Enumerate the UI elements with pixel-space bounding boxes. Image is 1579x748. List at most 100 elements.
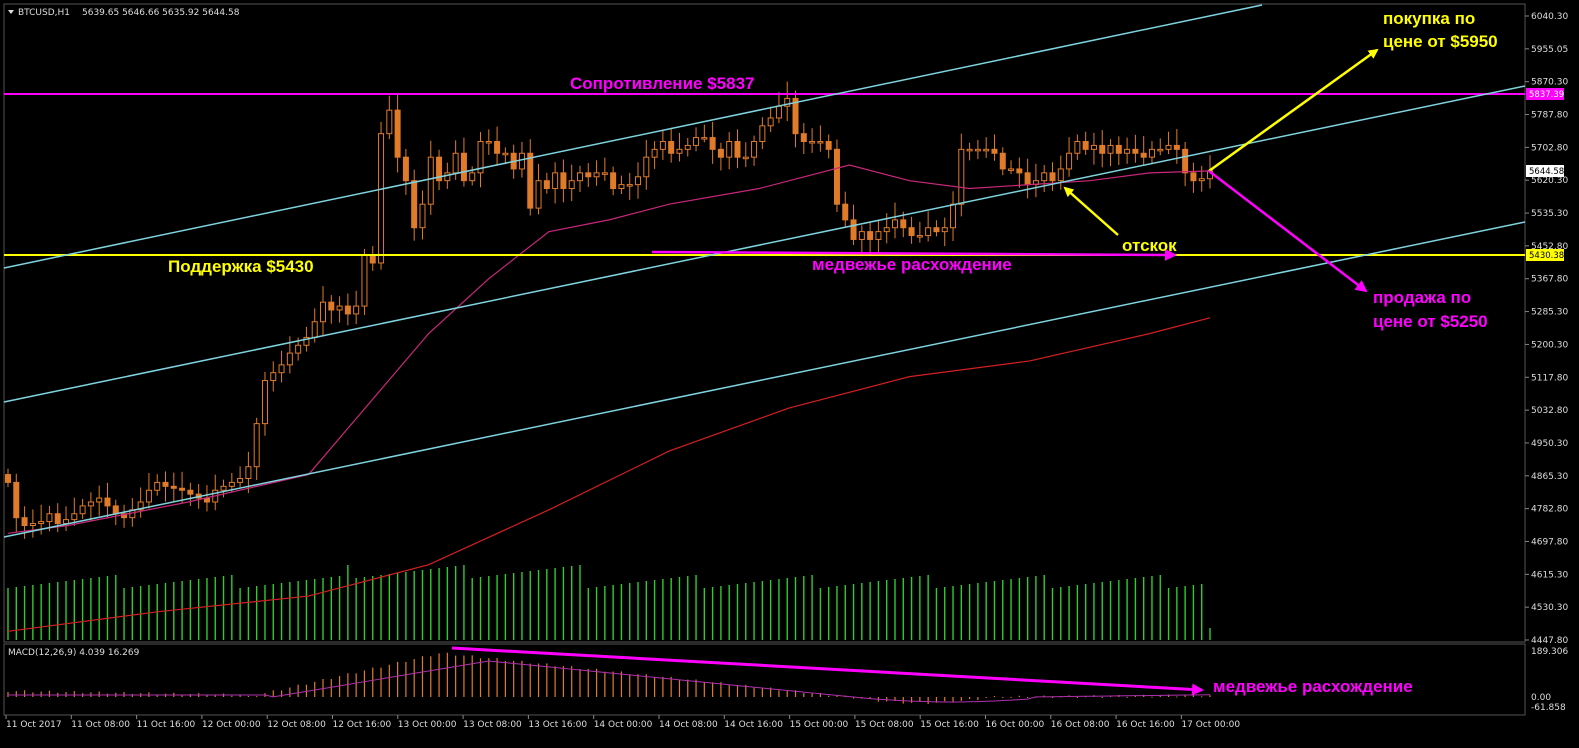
candle-body <box>29 523 36 527</box>
price-tick-label: 5535.30 <box>1531 209 1568 219</box>
candle-body <box>742 156 749 160</box>
macd-bar <box>1101 697 1103 698</box>
svg-text:5644.58: 5644.58 <box>1529 167 1564 177</box>
macd-bar <box>123 691 125 697</box>
candle-body <box>1082 141 1089 150</box>
candle-body <box>154 481 161 491</box>
moving-average-fast <box>7 164 1211 534</box>
macd-bar <box>181 694 183 697</box>
time-tick-label: 17 Oct 00:00 <box>1181 720 1240 730</box>
macd-bar <box>397 661 399 697</box>
macd-bar <box>297 684 299 697</box>
price-tick-label: 5452.80 <box>1531 242 1568 252</box>
candle-body <box>286 352 293 366</box>
price-axis[interactable]: 6040.30 5955.05 5870.30 5787.80 5702.80 5620.… <box>1525 12 1568 646</box>
macd-bar <box>894 697 896 702</box>
macd-bar <box>421 656 424 697</box>
candle-body <box>792 97 799 135</box>
macd-bar <box>413 659 415 697</box>
price-pane-frame <box>3 3 1526 643</box>
candle-body <box>900 219 907 229</box>
candle-body <box>701 137 708 140</box>
macd-tick-label: -61.858 <box>1531 703 1566 713</box>
candle-body <box>145 489 152 503</box>
candle-body <box>344 305 351 315</box>
bounce-label: отскок <box>1122 236 1177 255</box>
channel-middle-line[interactable] <box>3 85 1526 403</box>
candle-body <box>527 152 534 209</box>
macd-bar <box>239 694 241 697</box>
macd-bar <box>637 674 639 697</box>
candle-body <box>1140 152 1147 158</box>
macd-bar <box>828 695 830 697</box>
candle-body <box>1057 168 1064 182</box>
macd-bar <box>712 682 714 697</box>
macd-bar <box>703 682 705 697</box>
macd-bar <box>969 697 971 699</box>
candle-body <box>378 133 385 264</box>
time-axis[interactable]: 11 Oct 2017 11 Oct 08:00 11 Oct 16:00 12 Oc… <box>5 715 1240 730</box>
sell-label-line1: продажа по <box>1373 288 1471 307</box>
price-tick-label: 4782.80 <box>1531 505 1568 515</box>
candle-body <box>651 148 658 158</box>
candle-body <box>460 152 467 182</box>
macd-bar <box>728 685 730 697</box>
candle-body <box>386 109 393 135</box>
candle-body <box>485 141 492 144</box>
candle-body <box>87 501 94 507</box>
macd-bar <box>1126 696 1128 698</box>
macd-bar <box>380 667 382 697</box>
svg-text:5837.39: 5837.39 <box>1529 90 1564 100</box>
candle-body <box>991 148 998 154</box>
channel-upper-line[interactable] <box>3 4 1263 269</box>
macd-bar <box>455 655 457 697</box>
macd-bar <box>156 694 158 697</box>
macd-bar <box>430 656 432 697</box>
macd-bar <box>670 676 672 697</box>
macd-bar <box>521 660 523 697</box>
candle-body <box>709 137 716 150</box>
candle-body <box>436 156 443 182</box>
candle-body <box>767 117 774 127</box>
candle-body <box>112 505 119 515</box>
macd-bar <box>1043 695 1045 697</box>
divergence-price-label: медвежье расхождение <box>812 255 1012 274</box>
candle-body <box>883 227 890 233</box>
macd-bar <box>886 697 888 702</box>
candle-body <box>1198 178 1205 182</box>
macd-bar <box>1184 695 1186 697</box>
buy-arrow <box>1208 48 1379 173</box>
macd-bar <box>256 696 258 698</box>
candle-body <box>1024 172 1031 186</box>
divergence-macd-arrow <box>451 646 1204 696</box>
sell-label-line2: цене от $5250 <box>1373 312 1488 331</box>
candle-body <box>800 133 807 143</box>
candle-body <box>328 301 335 311</box>
candle-body <box>71 513 78 521</box>
macd-axis[interactable]: 189.306 0.00-61.858 <box>1531 647 1568 713</box>
macd-bar <box>629 674 631 697</box>
macd-bar <box>247 696 249 697</box>
macd-bar <box>944 697 946 702</box>
macd-bar <box>438 653 440 697</box>
candle-body <box>79 505 86 515</box>
macd-bar <box>736 684 739 697</box>
candle-body <box>891 219 898 229</box>
chart-menu-icon[interactable] <box>8 10 14 14</box>
macd-bar <box>1176 696 1178 698</box>
time-tick-label: 11 Oct 16:00 <box>137 720 196 730</box>
macd-bar <box>803 693 805 697</box>
candle-body <box>477 141 484 174</box>
channel-lower-line[interactable] <box>3 221 1526 538</box>
macd-bar <box>289 687 291 697</box>
candle-body <box>452 152 459 174</box>
time-tick-label: 12 Oct 08:00 <box>267 720 326 730</box>
candle-body <box>104 497 111 507</box>
macd-bar <box>1192 694 1195 697</box>
macd-bar <box>314 681 316 697</box>
macd-bar <box>1209 695 1211 697</box>
candle-body <box>1115 144 1122 154</box>
candle-body <box>1190 172 1197 182</box>
